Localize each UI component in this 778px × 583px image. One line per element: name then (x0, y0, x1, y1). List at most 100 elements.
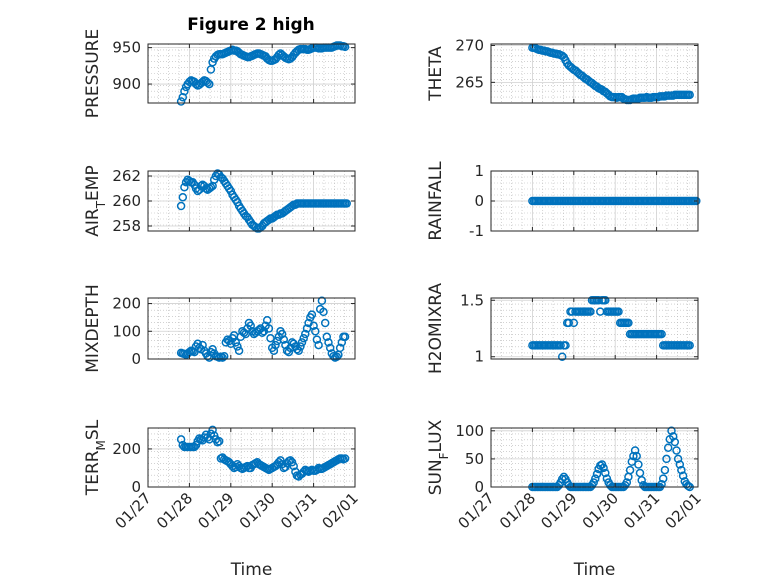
y-tick-label: 100 (112, 322, 141, 340)
data-point (314, 340, 323, 350)
data-point (277, 329, 287, 339)
data-point (599, 463, 608, 473)
data-point (630, 446, 640, 455)
subplot-mixdepth: 0 100 200 MIXDEPTH (83, 284, 356, 373)
data-point (632, 451, 641, 461)
x-axis-label: Time (230, 560, 273, 580)
data-point (178, 192, 188, 202)
y-label-subscript: T (94, 200, 108, 209)
data-point (180, 182, 189, 192)
y-label-subscript: F (437, 452, 451, 459)
data-point (309, 321, 318, 330)
data-point (340, 454, 350, 463)
data-point (329, 351, 338, 361)
data-point (322, 332, 332, 342)
y-axis-label: TERRMSL (83, 419, 108, 496)
y-tick-label: -1 (469, 222, 484, 240)
axes-box (147, 297, 356, 360)
data-point (231, 338, 241, 347)
data-point (586, 307, 595, 316)
data-point (246, 321, 255, 330)
data-point (301, 329, 310, 339)
data-point (214, 437, 224, 446)
data-point (219, 351, 229, 361)
y-tick-label: 50 (465, 450, 484, 468)
y-axis-label: MIXDEPTH (83, 284, 103, 373)
data-point (602, 474, 612, 483)
data-point (324, 338, 333, 347)
data-point (271, 340, 280, 350)
data-point (203, 78, 212, 87)
data-point (634, 460, 643, 469)
y-tick-label: 0 (474, 478, 484, 496)
y-tick-label: 0 (131, 478, 141, 496)
data-series (176, 169, 351, 233)
data-point (637, 476, 646, 485)
data-point (264, 324, 274, 333)
data-point (658, 474, 668, 483)
axes-box (490, 297, 699, 360)
data-point (692, 196, 701, 206)
data-point (657, 479, 666, 489)
data-point (564, 318, 574, 328)
data-point (320, 318, 330, 328)
y-tick-label: 1.5 (460, 291, 484, 309)
figure-title: Figure 2 high (187, 15, 315, 35)
data-point (678, 471, 688, 481)
data-point (325, 343, 335, 353)
data-point (289, 461, 298, 471)
data-point (208, 345, 217, 354)
data-point (685, 341, 694, 350)
data-point (307, 310, 317, 319)
data-point (625, 465, 635, 475)
data-point (677, 465, 686, 475)
y-tick-label: 260 (112, 192, 141, 210)
data-point (284, 347, 294, 357)
subplot-theta: 265 270 THETA (426, 36, 699, 105)
data-point (335, 343, 345, 353)
axes-box (490, 43, 699, 104)
y-axis-label: AIRTEMP (83, 165, 108, 236)
data-point (662, 454, 671, 464)
y-tick-label: 950 (112, 39, 141, 57)
y-tick-label: 270 (455, 36, 484, 54)
data-point (176, 201, 186, 211)
y-label-part: AIR (83, 208, 103, 237)
y-tick-label: 258 (112, 217, 141, 235)
data-point (660, 465, 670, 475)
subplot-rainfall: -1 0 1 RAINFALL (426, 161, 701, 241)
data-point (319, 307, 328, 317)
data-point (675, 460, 685, 469)
y-label-subscript: M (94, 440, 108, 450)
y-axis-label: PRESSURE (83, 29, 103, 118)
y-tick-label: 200 (112, 295, 141, 313)
data-point (657, 329, 666, 339)
data-point (176, 435, 186, 444)
y-label-part: SL (83, 419, 103, 440)
y-tick-label: 1 (474, 162, 484, 180)
data-point (601, 468, 610, 478)
data-point (340, 332, 350, 342)
y-label-part: TERR (83, 450, 103, 496)
data-point (297, 338, 307, 347)
data-point (311, 327, 320, 336)
data-point (670, 437, 680, 447)
data-point (312, 335, 322, 344)
y-tick-label: 0 (131, 350, 141, 368)
data-point (683, 481, 693, 491)
data-point (332, 352, 342, 362)
data-point (266, 333, 275, 343)
data-point (601, 296, 610, 305)
data-point (569, 318, 579, 328)
data-point (299, 333, 308, 343)
data-point (176, 97, 186, 106)
y-tick-label: 262 (112, 167, 141, 185)
data-point (667, 426, 676, 436)
data-point (561, 341, 570, 350)
y-axis-label: RAINFALL (426, 161, 446, 241)
data-point (180, 87, 189, 96)
y-axis-label: THETA (426, 46, 446, 102)
data-point (296, 342, 305, 351)
